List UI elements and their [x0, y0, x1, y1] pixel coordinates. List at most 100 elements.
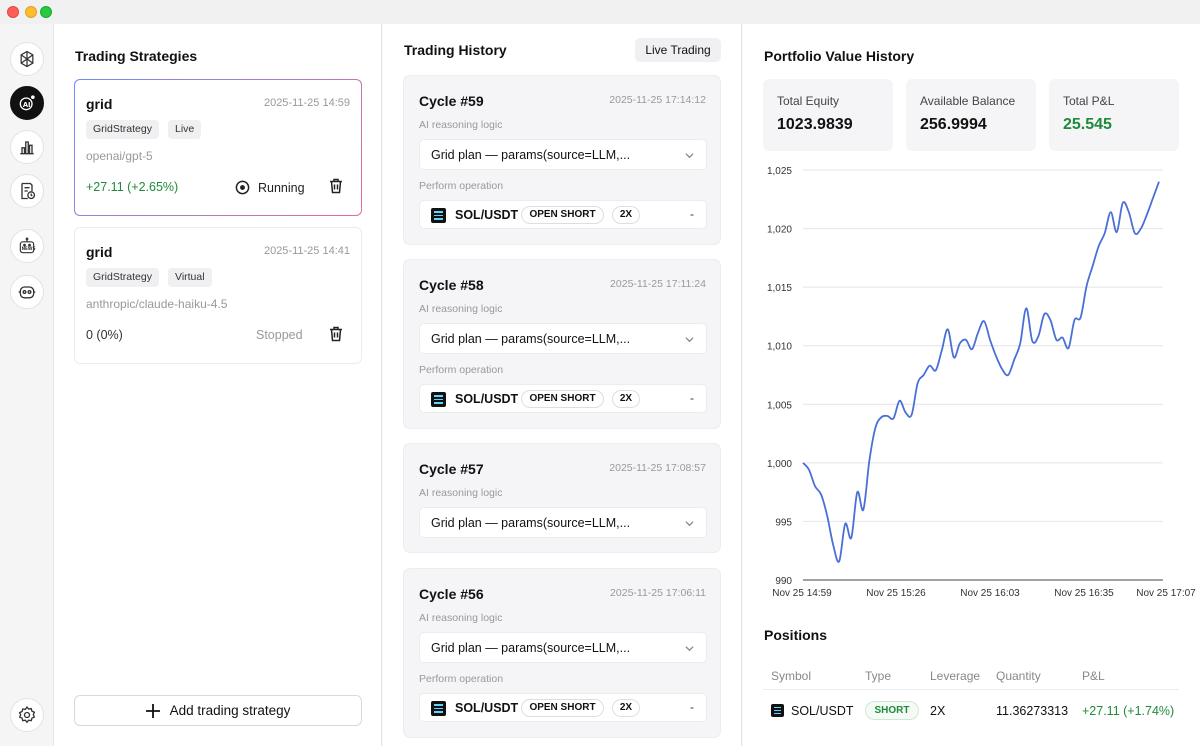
strategy-card[interactable]: grid 2025-11-25 14:41 GridStrategy Virtu…: [74, 227, 362, 364]
operation-action: OPEN SHORT: [521, 206, 604, 224]
equity-line: [802, 181, 1160, 563]
strategy-model: openai/gpt-5: [86, 149, 153, 163]
nav-ai-agent[interactable]: AI: [10, 86, 44, 120]
nav-orders[interactable]: [10, 174, 44, 208]
operation-leverage: 2X: [612, 390, 640, 408]
reasoning-label: AI reasoning logic: [419, 303, 503, 315]
operation-row: SOL/USDT OPEN SHORT 2X -: [419, 200, 707, 229]
y-tick-label: 990: [775, 576, 792, 587]
strategy-class-chip: GridStrategy: [86, 268, 159, 287]
cycle-time: 2025-11-25 17:14:12: [609, 94, 706, 106]
operation-leverage: 2X: [612, 206, 640, 224]
reasoning-dropdown[interactable]: Grid plan — params(source=LLM,...: [419, 139, 707, 170]
strategy-model: anthropic/claude-haiku-4.5: [86, 297, 228, 311]
cycle-card: Cycle #58 2025-11-25 17:11:24 AI reasoni…: [403, 259, 721, 429]
chevron-down-icon: [685, 337, 694, 343]
strategy-pnl: +27.11 (+2.65%): [86, 180, 179, 194]
position-quantity: 11.36273313: [996, 704, 1069, 718]
x-tick-label: Nov 25 16:03: [960, 588, 1020, 599]
operation-amount: -: [690, 700, 694, 714]
operation-row: SOL/USDT OPEN SHORT 2X -: [419, 384, 707, 413]
cycle-title: Cycle #58: [419, 277, 484, 293]
strategy-pnl: 0 (0%): [86, 328, 123, 342]
stat-value: 1023.9839: [777, 116, 853, 133]
delete-strategy-icon[interactable]: [329, 326, 343, 342]
operation-label: Perform operation: [419, 364, 504, 376]
zoom-window-button[interactable]: [40, 6, 52, 18]
y-tick-label: 1,015: [767, 283, 792, 294]
reasoning-dropdown[interactable]: Grid plan — params(source=LLM,...: [419, 323, 707, 354]
position-pnl: +27.11 (+1.74%): [1082, 704, 1175, 718]
settings-icon: [18, 705, 36, 724]
y-tick-label: 1,010: [767, 342, 792, 353]
stat-value: 25.545: [1063, 116, 1112, 133]
operation-leverage: 2X: [612, 699, 640, 717]
column-header: Symbol: [771, 669, 812, 683]
reasoning-label: AI reasoning logic: [419, 487, 503, 499]
position-symbol: SOL/USDT: [791, 704, 854, 718]
chevron-down-icon: [685, 521, 694, 527]
operation-symbol: SOL/USDT: [455, 701, 519, 715]
reasoning-text: Grid plan — params(source=LLM,...: [431, 148, 631, 162]
column-header: P&L: [1082, 669, 1105, 683]
history-panel: Trading History Live Trading Cycle #59 2…: [383, 24, 742, 746]
cycle-title: Cycle #57: [419, 461, 484, 477]
y-tick-label: 1,000: [767, 459, 792, 470]
chevron-down-icon: [685, 153, 694, 159]
nav-rail: AI NEWS: [0, 24, 54, 746]
cycle-card: Cycle #56 2025-11-25 17:06:11 AI reasoni…: [403, 568, 721, 738]
y-tick-label: 995: [775, 517, 792, 528]
positions-title: Positions: [764, 627, 828, 643]
strategy-status-toggle[interactable]: Running: [235, 180, 305, 195]
reasoning-text: Grid plan — params(source=LLM,...: [431, 332, 631, 346]
chevron-down-icon: [685, 646, 694, 652]
news-robot-icon: NEWS: [19, 237, 36, 254]
strategy-time: 2025-11-25 14:59: [263, 97, 350, 109]
operation-symbol: SOL/USDT: [455, 392, 519, 406]
cycle-card: Cycle #57 2025-11-25 17:08:57 AI reasoni…: [403, 443, 721, 553]
close-window-button[interactable]: [7, 6, 19, 18]
live-trading-button[interactable]: Live Trading: [635, 38, 721, 62]
strategies-panel: Trading Strategies grid 2025-11-25 14:59…: [54, 24, 382, 746]
operation-label: Perform operation: [419, 180, 504, 192]
add-strategy-button[interactable]: Add trading strategy: [74, 695, 362, 726]
x-tick-label: Nov 25 17:07: [1136, 588, 1196, 599]
portfolio-chart: 1,0251,0201,0151,0101,0051,000995990Nov …: [767, 166, 1196, 599]
delete-strategy-icon[interactable]: [329, 178, 343, 194]
minimize-window-button[interactable]: [25, 6, 37, 18]
portfolio-title: Portfolio Value History: [764, 48, 915, 64]
reasoning-dropdown[interactable]: Grid plan — params(source=LLM,...: [419, 632, 707, 663]
column-header: Quantity: [996, 669, 1041, 683]
stat-label: Available Balance: [920, 94, 1016, 108]
svg-text:NEWS: NEWS: [22, 246, 36, 251]
nav-strategy-brain[interactable]: [10, 42, 44, 76]
operation-label: Perform operation: [419, 673, 504, 685]
strategy-mode-chip: Virtual: [168, 268, 212, 287]
nav-settings[interactable]: [10, 698, 44, 732]
strategy-card[interactable]: grid 2025-11-25 14:59 GridStrategy Live …: [74, 79, 362, 216]
nav-analytics[interactable]: [10, 130, 44, 164]
strategy-name: grid: [86, 244, 113, 260]
operation-symbol: SOL/USDT: [455, 208, 519, 222]
plus-icon: [145, 703, 160, 718]
cycle-time: 2025-11-25 17:11:24: [610, 278, 706, 290]
strategy-status-toggle[interactable]: Stopped: [256, 328, 303, 342]
reasoning-text: Grid plan — params(source=LLM,...: [431, 516, 631, 530]
stat-label: Total Equity: [777, 94, 840, 108]
cycle-title: Cycle #59: [419, 93, 484, 109]
history-title: Trading History: [404, 42, 507, 58]
reasoning-dropdown[interactable]: Grid plan — params(source=LLM,...: [419, 507, 707, 538]
column-header: Type: [865, 669, 892, 683]
stop-circle-icon: [235, 180, 250, 195]
nav-news[interactable]: NEWS: [10, 229, 44, 263]
solana-icon: [771, 704, 784, 717]
y-tick-label: 1,005: [767, 400, 792, 411]
bar-chart-icon: [20, 141, 34, 155]
add-strategy-label: Add trading strategy: [169, 703, 291, 718]
strategy-name: grid: [86, 96, 113, 112]
nav-bots[interactable]: [10, 275, 44, 309]
receipt-clock-icon: [21, 182, 36, 200]
x-tick-label: Nov 25 15:26: [866, 588, 926, 599]
robot-icon: [18, 286, 36, 299]
